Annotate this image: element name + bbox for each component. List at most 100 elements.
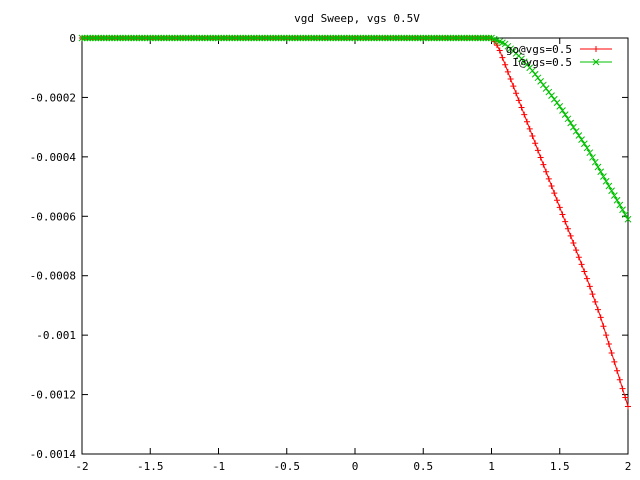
data-point-marker <box>204 34 211 42</box>
data-point-marker <box>368 34 375 42</box>
data-point-marker <box>400 34 408 42</box>
data-point-marker <box>171 34 179 42</box>
data-point-marker <box>206 34 214 42</box>
data-point-marker <box>398 34 405 42</box>
data-point-marker <box>591 158 599 166</box>
data-point-marker <box>359 34 367 42</box>
data-point-marker <box>521 111 528 118</box>
data-point-marker <box>613 196 621 204</box>
data-point-marker <box>537 78 544 85</box>
data-point-marker <box>504 68 511 75</box>
data-point-marker <box>573 247 580 254</box>
data-point-marker <box>272 34 280 42</box>
data-point-marker <box>351 34 359 42</box>
data-point-marker <box>567 232 574 239</box>
data-point-marker <box>578 136 585 143</box>
data-point-marker <box>616 376 623 383</box>
y-tick-label: -0.0012 <box>30 389 76 402</box>
data-point-marker <box>523 118 530 125</box>
data-point-marker <box>493 42 500 49</box>
x-tick-label: 1 <box>488 460 495 473</box>
data-point-marker <box>583 144 591 152</box>
data-point-marker <box>327 34 334 42</box>
data-point-marker <box>425 34 433 42</box>
data-point-marker <box>84 34 91 42</box>
data-point-marker <box>332 34 340 42</box>
data-point-marker <box>594 306 601 313</box>
data-point-marker <box>247 34 255 42</box>
data-point-marker <box>594 163 602 171</box>
data-point-marker <box>370 34 378 42</box>
data-point-marker <box>288 34 296 42</box>
series-i <box>78 34 632 223</box>
x-tick-label: -1.5 <box>137 460 164 473</box>
chart-title: vgd Sweep, vgs 0.5V <box>294 12 420 25</box>
data-point-marker <box>567 119 575 127</box>
data-point-marker <box>297 34 304 42</box>
data-point-marker <box>608 349 615 356</box>
data-point-marker <box>515 97 522 104</box>
data-point-marker <box>275 34 282 42</box>
data-point-marker <box>389 34 397 42</box>
data-point-marker <box>337 34 345 42</box>
data-point-marker <box>277 34 285 42</box>
data-point-marker <box>111 34 119 42</box>
data-point-marker <box>228 34 236 42</box>
series-line <box>82 37 629 407</box>
data-point-marker <box>310 34 318 42</box>
data-point-marker <box>133 34 140 42</box>
data-point-marker <box>469 34 476 42</box>
data-point-marker <box>610 192 618 199</box>
data-point-marker <box>436 34 443 42</box>
data-point-marker <box>160 34 168 42</box>
data-point-marker <box>482 34 490 42</box>
data-point-marker <box>589 291 596 298</box>
data-point-marker <box>269 34 277 42</box>
data-point-marker <box>144 34 151 42</box>
data-point-marker <box>526 125 533 132</box>
data-point-marker <box>280 34 288 42</box>
plot-frame <box>81 37 629 455</box>
data-point-marker <box>622 394 629 401</box>
data-point-marker <box>507 76 514 83</box>
data-point-marker <box>250 34 258 42</box>
data-point-marker <box>313 34 321 42</box>
x-tick-label: 0 <box>352 460 359 473</box>
data-point-marker <box>256 34 263 42</box>
data-point-marker <box>193 34 201 42</box>
data-point-marker <box>550 95 558 103</box>
data-point-marker <box>597 168 605 176</box>
y-tick-label: -0.0014 <box>30 448 77 461</box>
x-tick-label: 2 <box>625 460 632 473</box>
data-point-marker <box>603 332 610 339</box>
data-point-marker <box>239 34 247 42</box>
data-point-marker <box>408 34 416 42</box>
data-point-marker <box>215 34 222 42</box>
data-point-marker <box>621 211 629 218</box>
data-point-marker <box>428 34 435 42</box>
data-point-marker <box>441 34 449 42</box>
data-point-marker <box>125 34 132 42</box>
data-point-marker <box>619 385 626 392</box>
data-point-marker <box>163 34 170 42</box>
data-point-marker <box>572 127 580 135</box>
data-point-marker <box>611 358 618 365</box>
legend-label: go@vgs=0.5 <box>506 43 572 56</box>
data-point-marker <box>95 34 102 42</box>
data-point-marker <box>564 115 572 123</box>
data-point-marker <box>559 211 566 218</box>
data-point-marker <box>502 61 509 68</box>
data-point-marker <box>548 182 555 189</box>
data-point-marker <box>537 154 544 161</box>
data-point-marker <box>510 83 517 90</box>
data-point-marker <box>452 34 460 42</box>
data-point-marker <box>602 177 610 185</box>
data-point-marker <box>329 34 337 42</box>
data-point-marker <box>223 34 231 42</box>
data-point-marker <box>542 85 550 92</box>
data-point-marker <box>220 34 228 42</box>
data-point-marker <box>146 34 154 42</box>
x-tick-label: 1.5 <box>550 460 570 473</box>
data-point-marker <box>575 132 583 139</box>
data-point-marker <box>209 34 217 42</box>
